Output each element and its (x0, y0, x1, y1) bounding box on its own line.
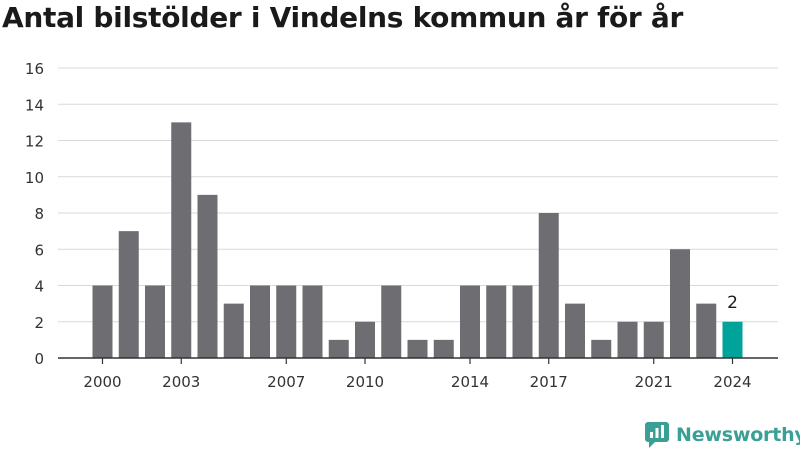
x-tick-label: 2010 (346, 373, 384, 391)
bar (118, 231, 139, 358)
chart-title: Antal bilstölder i Vindelns kommun år fö… (2, 1, 683, 34)
x-tick-label: 2007 (267, 373, 305, 391)
bar (328, 339, 349, 358)
y-tick-label: 2 (34, 314, 44, 332)
bar (696, 303, 717, 358)
bar (145, 285, 165, 358)
data-label: 2 (727, 293, 738, 313)
bar (591, 339, 612, 358)
y-tick-label: 4 (34, 278, 44, 296)
x-tick-label: 2014 (451, 373, 489, 391)
y-tick-label: 8 (34, 205, 44, 223)
newsworthy-logo-icon (645, 422, 669, 448)
bar (433, 339, 454, 358)
y-tick-label: 10 (25, 169, 44, 187)
x-tick-label: 2000 (83, 373, 121, 391)
x-tick-label: 2021 (635, 373, 673, 391)
bar (643, 321, 664, 358)
bar (486, 285, 507, 358)
bar (538, 213, 559, 358)
bar (512, 285, 533, 358)
y-tick-label: 16 (25, 60, 44, 78)
bar (171, 122, 192, 358)
brand-name: Newsworthy (676, 424, 800, 446)
x-tick-label: 2024 (713, 373, 751, 391)
x-tick-label: 2003 (162, 373, 200, 391)
bar (670, 249, 690, 358)
bar (223, 303, 244, 358)
bar (276, 285, 297, 358)
bar (460, 285, 480, 358)
bar (381, 285, 402, 358)
bar (250, 285, 270, 358)
bar (407, 339, 428, 358)
bar (302, 285, 323, 358)
y-tick-label: 14 (25, 96, 44, 114)
y-tick-label: 0 (34, 350, 44, 368)
newsworthy-logo: Newsworthy (644, 421, 800, 449)
y-tick-label: 12 (25, 133, 44, 151)
bar (722, 321, 743, 358)
y-tick-label: 6 (34, 241, 44, 259)
bar (355, 321, 375, 358)
bar (565, 303, 585, 358)
x-tick-label: 2017 (530, 373, 568, 391)
bar (92, 285, 113, 358)
bar (617, 321, 638, 358)
bar (197, 194, 218, 358)
